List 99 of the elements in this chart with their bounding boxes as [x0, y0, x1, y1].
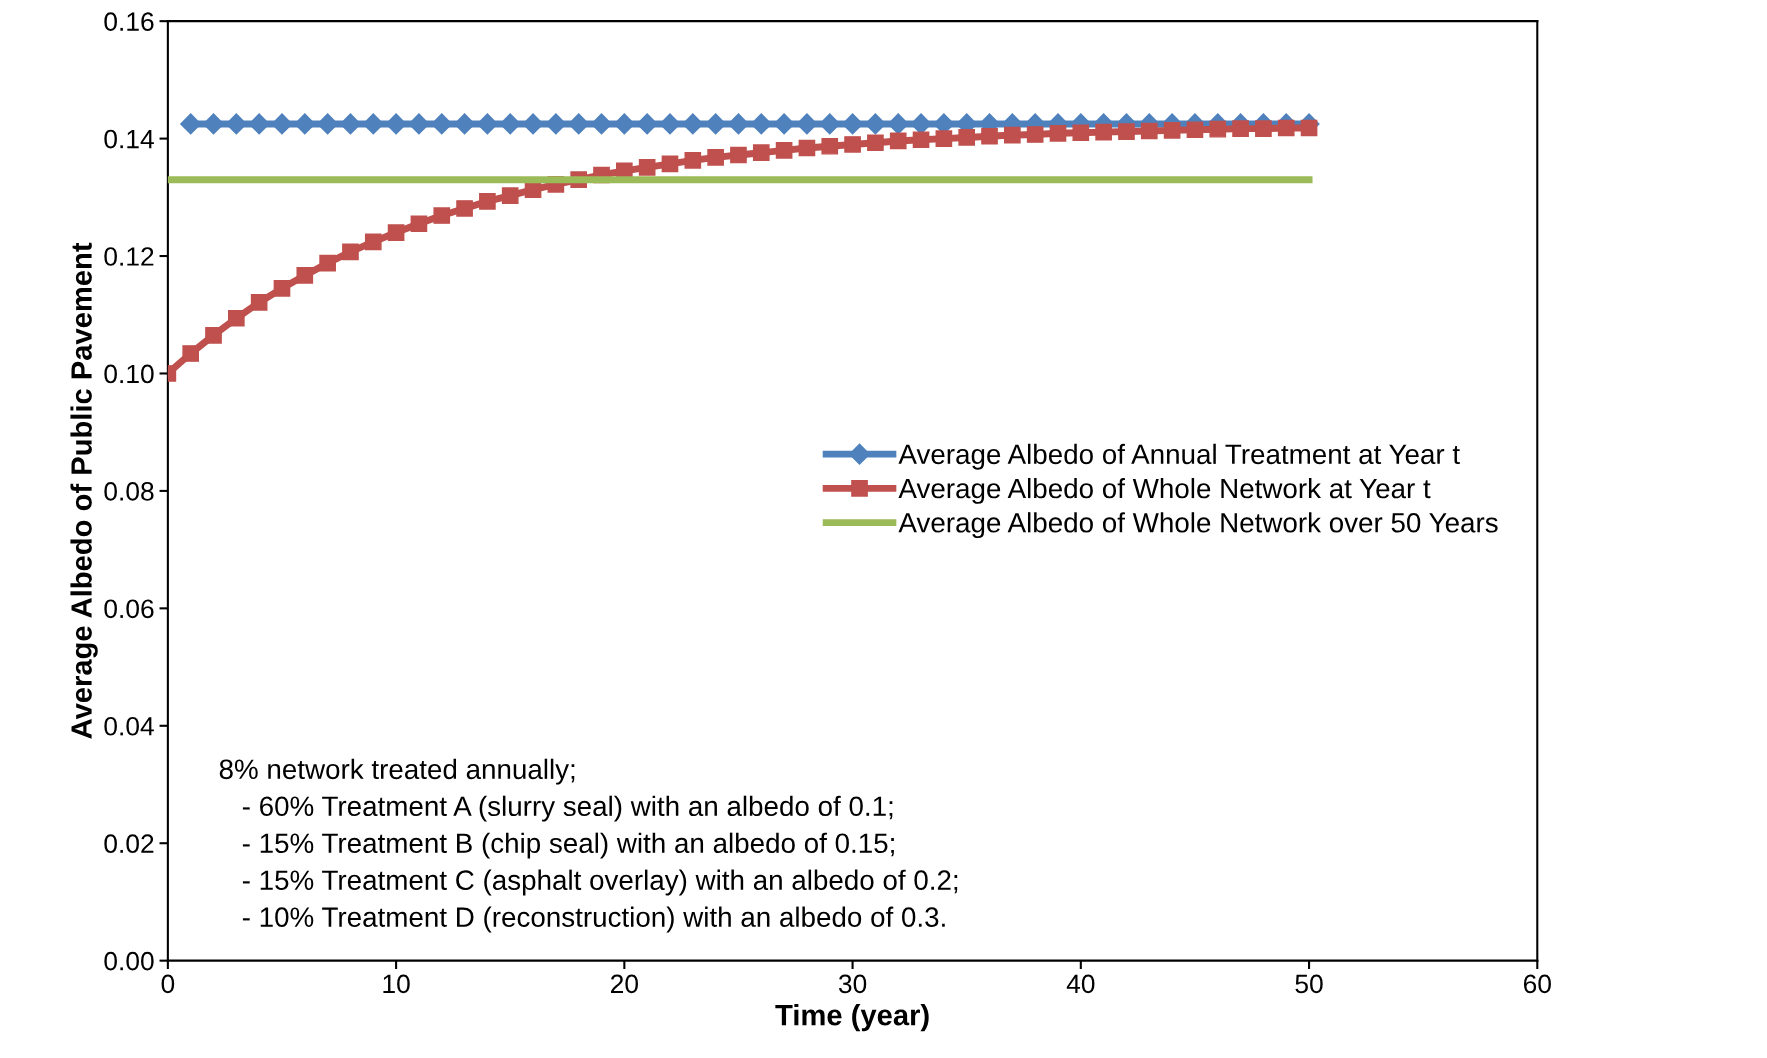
point	[981, 127, 998, 145]
point	[867, 134, 884, 152]
y-tick-label: 0.08	[104, 482, 154, 501]
point	[638, 159, 656, 176]
x-tick-label: 20	[610, 974, 638, 994]
point	[935, 130, 953, 147]
point	[294, 113, 316, 135]
point	[1004, 126, 1021, 144]
point	[864, 113, 886, 135]
x-tick-label: 10	[383, 974, 410, 994]
point	[796, 113, 818, 135]
point	[889, 132, 907, 150]
point	[342, 243, 359, 261]
point	[1163, 122, 1181, 139]
point	[798, 139, 816, 157]
point	[182, 345, 200, 362]
point	[431, 113, 453, 135]
point	[659, 113, 681, 135]
point	[456, 200, 473, 217]
x-tick-label: 0	[161, 974, 175, 994]
point	[362, 113, 384, 135]
point	[296, 267, 314, 284]
point	[821, 137, 839, 155]
point	[250, 294, 268, 311]
x-tick-label: 30	[838, 974, 867, 994]
point	[684, 151, 702, 169]
point	[1095, 123, 1112, 141]
point	[613, 113, 635, 135]
legend-label: Average Albedo of Annual Treatment at Year t	[898, 443, 1460, 470]
point	[248, 113, 270, 135]
x-tick-label: 50	[1295, 974, 1323, 994]
point	[1026, 126, 1044, 143]
point	[273, 279, 291, 297]
point	[1277, 119, 1295, 137]
point	[271, 113, 293, 135]
y-tick-label: 0.00	[104, 951, 154, 971]
point	[545, 113, 567, 135]
point	[750, 113, 772, 135]
point	[661, 155, 679, 173]
point	[773, 113, 795, 135]
point	[1232, 120, 1249, 137]
point	[501, 187, 519, 204]
point	[819, 113, 841, 135]
point	[454, 113, 476, 135]
point	[591, 113, 613, 135]
point	[730, 146, 747, 164]
point	[225, 113, 247, 135]
legend-label: Average Albedo of Whole Network at Year t	[898, 477, 1431, 504]
point	[752, 144, 770, 162]
point	[1140, 122, 1158, 140]
point	[317, 113, 339, 135]
point	[682, 113, 704, 135]
point	[205, 326, 222, 344]
x-tick-label: 40	[1066, 974, 1095, 994]
point	[1072, 124, 1090, 142]
point	[958, 129, 976, 146]
y-tick-label: 0.14	[104, 129, 154, 149]
point	[364, 233, 382, 251]
legend-label: Average Albedo of Whole Network over 50 Years	[898, 512, 1498, 539]
point	[707, 149, 724, 166]
point	[636, 113, 658, 135]
point	[842, 113, 864, 135]
y-tick-label: 0.12	[104, 247, 154, 266]
point	[522, 113, 544, 135]
point	[499, 113, 521, 135]
point	[912, 131, 930, 149]
y-tick-label: 0.04	[104, 716, 154, 736]
point	[1209, 120, 1227, 138]
point	[1300, 119, 1318, 137]
y-axis-title: Average Albedo of Public Pavement	[70, 242, 98, 739]
point	[479, 193, 496, 210]
point	[385, 113, 407, 135]
point	[844, 136, 861, 153]
y-tick-label: 0.02	[104, 834, 154, 854]
point	[1186, 121, 1204, 139]
point	[319, 254, 336, 272]
y-tick-label: 0.10	[104, 364, 154, 384]
point	[1255, 120, 1272, 137]
point	[387, 224, 405, 241]
y-tick-label: 0.16	[104, 12, 154, 31]
x-tick-label: 60	[1523, 974, 1551, 994]
point	[727, 113, 749, 135]
annotation: 8% network treated annually; - 60% Treatment A (slurry seal) with an albedo of 0.1; - 15% Treatment B (chip seal) with an albedo of 0.15; - 15% Treatment C (asphalt overlay) with an albedo of 0.2; - 10% Treatment D (reconstruction) with an albedo of 0.3.	[219, 758, 958, 933]
point	[408, 113, 430, 135]
x-axis-title: Time (year)	[775, 1004, 929, 1032]
point	[476, 113, 498, 135]
point	[180, 113, 202, 135]
point	[202, 113, 225, 135]
y-tick-label: 0.06	[104, 599, 154, 619]
point	[433, 207, 451, 224]
point	[705, 113, 727, 135]
point	[339, 113, 361, 135]
point	[1118, 123, 1135, 140]
point	[568, 113, 590, 135]
point	[228, 309, 245, 327]
point	[887, 113, 909, 135]
point	[775, 142, 793, 159]
point	[1049, 124, 1067, 142]
point	[410, 215, 428, 233]
